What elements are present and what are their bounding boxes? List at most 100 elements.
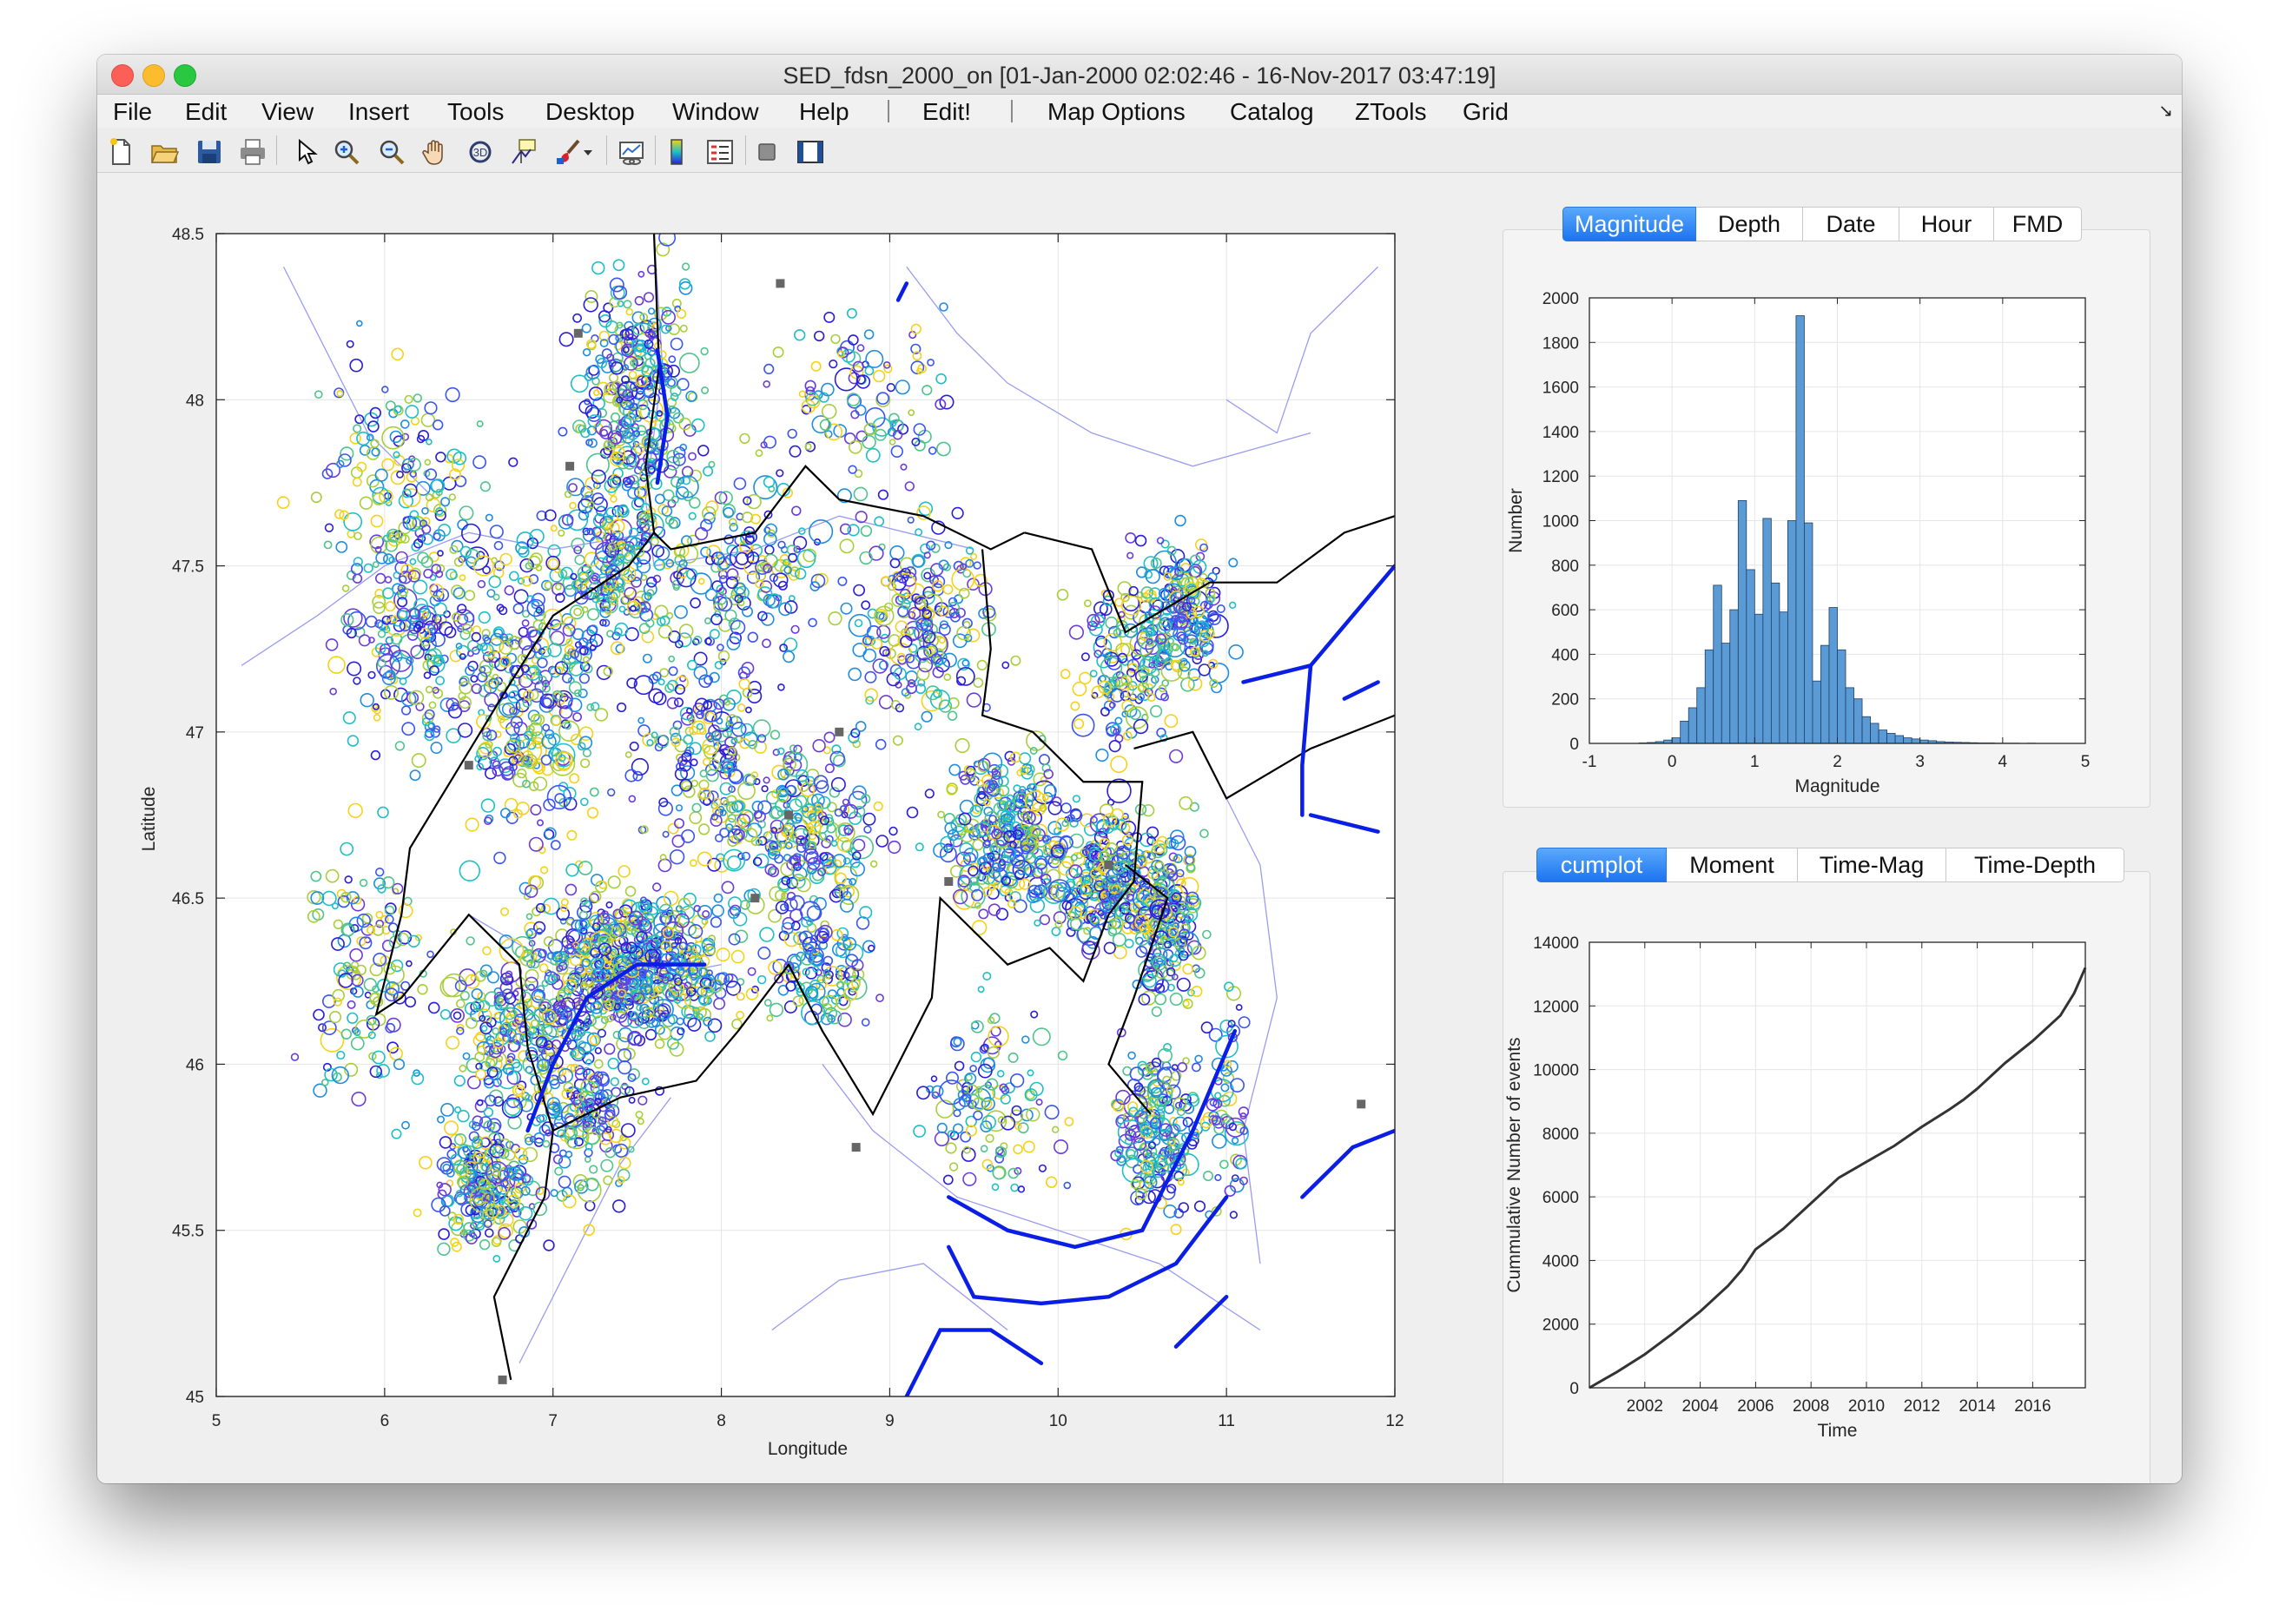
fault-line bbox=[1342, 680, 1380, 701]
print-icon[interactable] bbox=[238, 137, 268, 167]
fault-line bbox=[1241, 663, 1313, 817]
station-marker bbox=[498, 1375, 507, 1384]
legend-icon[interactable] bbox=[705, 137, 735, 167]
map-ytick-label: 45 bbox=[186, 1389, 204, 1407]
station-marker bbox=[944, 877, 954, 887]
save-icon[interactable] bbox=[195, 137, 224, 167]
menu-bar: File Edit View Insert Tools Desktop Wind… bbox=[97, 95, 2182, 128]
maximize-window-button[interactable] bbox=[174, 64, 196, 87]
map-xtick-label: 12 bbox=[1385, 1412, 1404, 1430]
map-xtick-label: 10 bbox=[1049, 1412, 1067, 1430]
fault-line bbox=[1173, 1294, 1229, 1349]
menu-window[interactable]: Window bbox=[672, 98, 759, 125]
map-ytick-label: 46 bbox=[186, 1056, 204, 1074]
menu-grid[interactable]: Grid bbox=[1463, 98, 1509, 125]
tab-date[interactable]: Date bbox=[1803, 207, 1899, 241]
fault-line bbox=[525, 962, 707, 1133]
map-xtick-label: 11 bbox=[1218, 1412, 1235, 1430]
fault-line bbox=[904, 1328, 1044, 1396]
menu-desktop[interactable]: Desktop bbox=[545, 98, 635, 125]
fault-line bbox=[947, 1195, 1229, 1306]
map-ytick-label: 45.5 bbox=[172, 1223, 204, 1241]
new-file-icon[interactable] bbox=[106, 137, 135, 167]
menu-view[interactable]: View bbox=[261, 98, 314, 125]
station-marker bbox=[776, 279, 785, 288]
map-ytick-label: 48.5 bbox=[172, 226, 204, 244]
minimize-window-button[interactable] bbox=[142, 64, 165, 87]
matlab-figure-window: SED_fdsn_2000_on [01-Jan-2000 02:02:46 -… bbox=[97, 55, 2182, 1483]
tab-time-mag[interactable]: Time-Mag bbox=[1798, 848, 1946, 882]
station-marker bbox=[835, 727, 844, 736]
earthquake-events bbox=[276, 234, 1251, 1263]
window-title: SED_fdsn_2000_on [01-Jan-2000 02:02:46 -… bbox=[783, 63, 1496, 89]
pan-hand-icon[interactable] bbox=[420, 137, 450, 167]
menu-edit-bang[interactable]: Edit! bbox=[922, 98, 972, 125]
tab-magnitude[interactable]: Magnitude bbox=[1562, 207, 1696, 241]
map-xtick-label: 5 bbox=[212, 1412, 221, 1430]
fault-line bbox=[895, 281, 909, 302]
menu-tools[interactable]: Tools bbox=[447, 98, 505, 125]
map-ytick-label: 46.5 bbox=[172, 890, 204, 908]
tab-time-depth[interactable]: Time-Depth bbox=[1946, 848, 2124, 882]
map-frame bbox=[215, 233, 1396, 1397]
figure-toolbar: 3D bbox=[97, 129, 2182, 173]
magnitude-histogram-panel bbox=[1503, 229, 2150, 808]
colorbar-icon[interactable] bbox=[662, 137, 691, 167]
menu-catalog[interactable]: Catalog bbox=[1230, 98, 1314, 125]
river-line bbox=[1225, 266, 1379, 434]
river-line bbox=[822, 1064, 1261, 1331]
map-ylabel: Latitude bbox=[139, 787, 159, 852]
open-folder-icon[interactable] bbox=[149, 137, 179, 167]
menu-ztools[interactable]: ZTools bbox=[1355, 98, 1427, 125]
cumulative-plot-panel bbox=[1503, 871, 2150, 1483]
epicenter-map[interactable]: 5 6 7 8 9 10 11 12 48.5 48 47.5 47 46.5 46 45.5 45 Long… bbox=[97, 55, 1522, 1483]
close-window-button[interactable] bbox=[111, 64, 134, 87]
map-xtick-label: 9 bbox=[885, 1412, 895, 1430]
pointer-icon[interactable] bbox=[290, 137, 320, 167]
country-border bbox=[1133, 714, 1395, 800]
menu-file[interactable]: File bbox=[113, 98, 153, 125]
tab-hour[interactable]: Hour bbox=[1899, 207, 1994, 241]
country-border bbox=[644, 234, 660, 533]
country-border bbox=[1107, 864, 1169, 1115]
station-marker bbox=[1357, 1099, 1366, 1109]
map-background bbox=[216, 234, 1395, 1396]
data-cursor-icon[interactable] bbox=[509, 137, 538, 167]
fault-line bbox=[1300, 1128, 1395, 1199]
tab-moment[interactable]: Moment bbox=[1667, 848, 1798, 882]
country-border bbox=[552, 549, 1144, 1132]
rotate-3d-icon[interactable]: 3D bbox=[466, 137, 495, 167]
show-plot-tools-icon[interactable] bbox=[796, 137, 825, 167]
hide-plot-tools-icon[interactable] bbox=[752, 137, 782, 167]
river-line bbox=[282, 266, 436, 500]
svg-text:3D: 3D bbox=[473, 146, 488, 159]
tab-depth[interactable]: Depth bbox=[1696, 207, 1803, 241]
river-line bbox=[519, 1097, 671, 1364]
menu-help[interactable]: Help bbox=[799, 98, 849, 125]
station-marker bbox=[1104, 860, 1113, 869]
river-line bbox=[241, 531, 655, 666]
fault-line bbox=[1308, 564, 1395, 668]
river-line bbox=[1209, 764, 1278, 1264]
map-xtick-label: 6 bbox=[380, 1412, 390, 1430]
country-border bbox=[374, 465, 1026, 1381]
map-xlabel: Longitude bbox=[768, 1439, 848, 1459]
map-xtick-label: 8 bbox=[717, 1412, 726, 1430]
menu-resize-corner-icon: ↘ bbox=[2158, 102, 2173, 121]
title-bar: SED_fdsn_2000_on [01-Jan-2000 02:02:46 -… bbox=[97, 55, 2182, 95]
station-marker bbox=[573, 328, 583, 338]
tab-fmd[interactable]: FMD bbox=[1994, 207, 2082, 241]
link-plot-icon[interactable] bbox=[617, 137, 646, 167]
zoom-in-icon[interactable] bbox=[332, 137, 361, 167]
menu-edit[interactable]: Edit bbox=[185, 98, 228, 125]
map-xtick-label: 7 bbox=[548, 1412, 558, 1430]
country-border bbox=[1024, 515, 1395, 634]
menu-insert[interactable]: Insert bbox=[348, 98, 410, 125]
menu-map-options[interactable]: Map Options bbox=[1047, 98, 1186, 125]
dropdown-arrow-icon[interactable] bbox=[580, 137, 596, 167]
station-marker bbox=[464, 761, 473, 770]
brush-icon[interactable] bbox=[554, 137, 584, 167]
map-ytick-label: 47 bbox=[186, 724, 204, 743]
tab-cumplot[interactable]: cumplot bbox=[1536, 848, 1667, 882]
zoom-out-icon[interactable] bbox=[377, 137, 406, 167]
